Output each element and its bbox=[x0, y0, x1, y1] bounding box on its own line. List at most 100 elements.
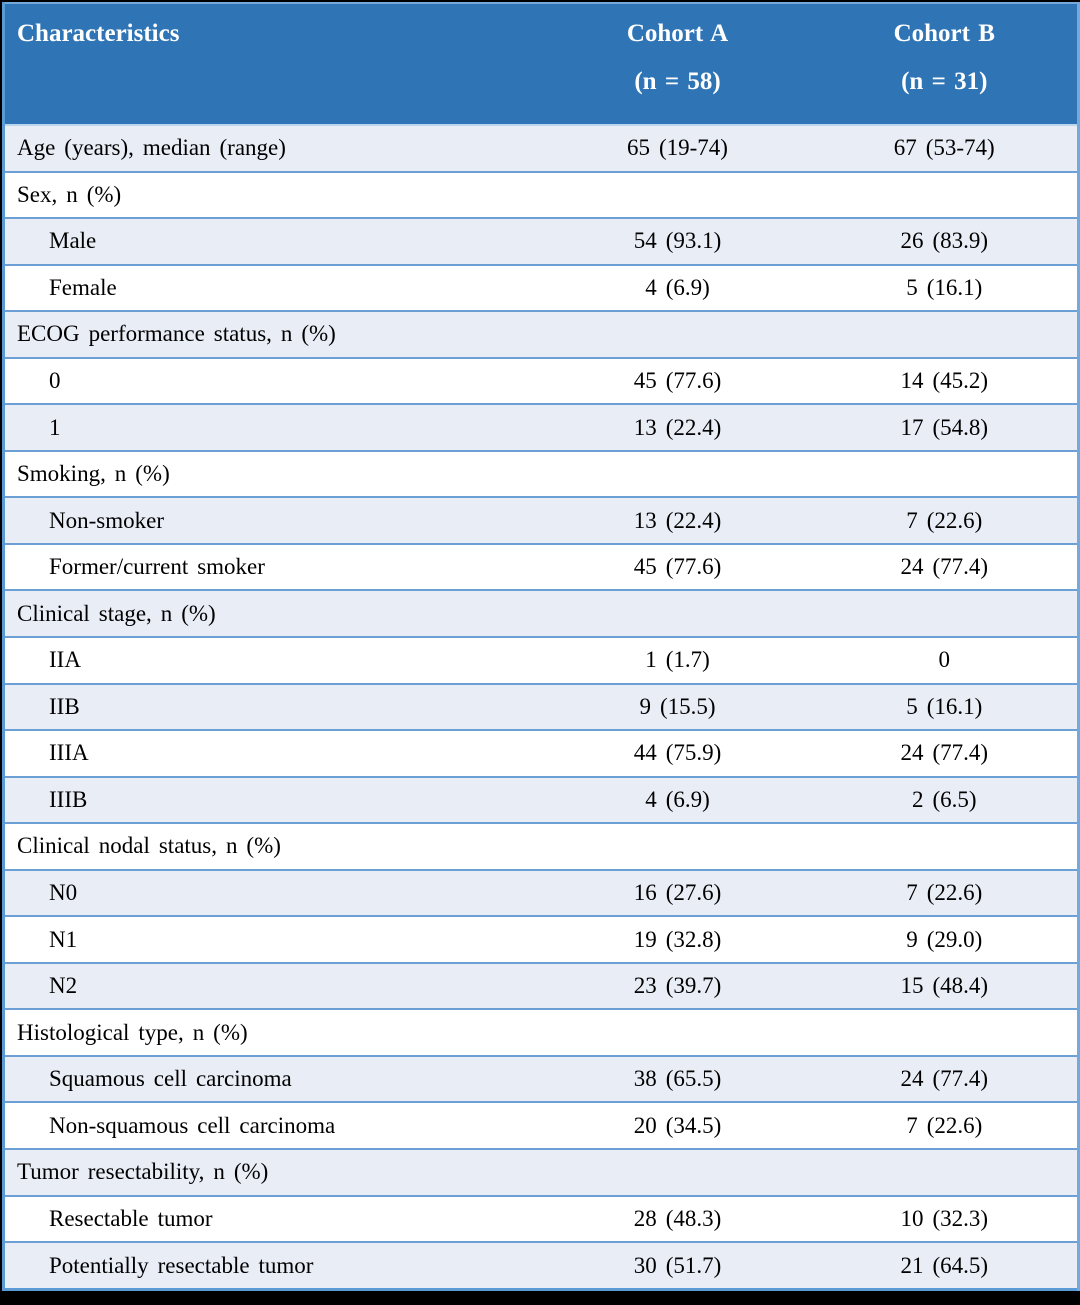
row-label: IIA bbox=[3, 636, 544, 684]
table-row: Former/current smoker 45 (77.6) 24 (77.4) bbox=[3, 542, 1080, 591]
header-characteristics-label: Characteristics bbox=[17, 20, 180, 47]
cohort-b-value: 14 (45.2) bbox=[811, 356, 1080, 405]
cohort-a-value bbox=[543, 310, 812, 358]
cohort-a-value bbox=[543, 589, 812, 638]
table-row: Non-smoker 13 (22.4) 7 (22.6) bbox=[3, 496, 1080, 544]
row-label: Tumor resectability, n (%) bbox=[3, 1148, 544, 1196]
cohort-b-value bbox=[811, 449, 1080, 498]
table-row: N2 23 (39.7) 15 (48.4) bbox=[3, 961, 1080, 1010]
cohort-a-value: 20 (34.5) bbox=[543, 1101, 812, 1150]
table-row: Male 54 (93.1) 26 (83.9) bbox=[3, 217, 1080, 265]
table-row: IIIB 4 (6.9) 2 (6.5) bbox=[3, 775, 1080, 824]
cohort-a-value: 4 (6.9) bbox=[543, 775, 812, 824]
cohort-a-value: 19 (32.8) bbox=[543, 915, 812, 963]
cohort-a-value: 13 (22.4) bbox=[543, 496, 812, 544]
cohort-b-value bbox=[811, 1008, 1080, 1056]
table-body: Age (years), median (range) 65 (19-74) 67 … bbox=[3, 124, 1080, 1290]
table-row: Histological type, n (%) bbox=[3, 1008, 1080, 1056]
row-label: Smoking, n (%) bbox=[3, 449, 544, 498]
cohort-a-value bbox=[543, 449, 812, 498]
cohort-b-value bbox=[811, 310, 1080, 358]
table-row: Non-squamous cell carcinoma 20 (34.5) 7 (2… bbox=[3, 1101, 1080, 1150]
cohort-a-value: 38 (65.5) bbox=[543, 1054, 812, 1103]
cohort-a-value: 65 (19-74) bbox=[543, 124, 812, 172]
cohort-b-value bbox=[811, 1148, 1080, 1196]
cohort-a-value: 13 (22.4) bbox=[543, 403, 812, 451]
row-label: Potentially resectable tumor bbox=[3, 1241, 544, 1290]
table-row: N1 19 (32.8) 9 (29.0) bbox=[3, 915, 1080, 963]
cohort-a-value bbox=[543, 822, 812, 870]
cohort-a-value: 4 (6.9) bbox=[543, 263, 812, 312]
table-row: Smoking, n (%) bbox=[3, 449, 1080, 498]
row-label: Age (years), median (range) bbox=[3, 124, 544, 172]
cohort-a-value bbox=[543, 170, 812, 219]
cohort-a-n: (n = 58) bbox=[634, 68, 721, 95]
row-label: Non-squamous cell carcinoma bbox=[3, 1101, 544, 1150]
table-row: IIIA 44 (75.9) 24 (77.4) bbox=[3, 729, 1080, 777]
cohort-a-value: 28 (48.3) bbox=[543, 1194, 812, 1243]
cohort-a-value: 45 (77.6) bbox=[543, 356, 812, 405]
row-label: Clinical stage, n (%) bbox=[3, 589, 544, 638]
row-label: 1 bbox=[3, 403, 544, 451]
row-label: Male bbox=[3, 217, 544, 265]
cohort-b-name: Cohort B bbox=[893, 20, 995, 47]
cohort-a-value: 16 (27.6) bbox=[543, 868, 812, 917]
table-row: Age (years), median (range) 65 (19-74) 67 … bbox=[3, 124, 1080, 172]
row-label: N1 bbox=[3, 915, 544, 963]
cohort-b-value bbox=[811, 589, 1080, 638]
table-row: IIA 1 (1.7) 0 bbox=[3, 636, 1080, 684]
cohort-b-value: 5 (16.1) bbox=[811, 682, 1080, 731]
table-row: Potentially resectable tumor 30 (51.7) 21 … bbox=[3, 1241, 1080, 1290]
cohort-b-value: 5 (16.1) bbox=[811, 263, 1080, 312]
row-label: 0 bbox=[3, 356, 544, 405]
cohort-b-value: 21 (64.5) bbox=[811, 1241, 1080, 1290]
header-cohort-a: Cohort A (n = 58) bbox=[543, 3, 812, 125]
table-row: 0 45 (77.6) 14 (45.2) bbox=[3, 356, 1080, 405]
cohort-b-value: 7 (22.6) bbox=[811, 868, 1080, 917]
cohort-b-value bbox=[811, 170, 1080, 219]
cohort-a-value bbox=[543, 1148, 812, 1196]
row-label: N0 bbox=[3, 868, 544, 917]
cohort-b-value: 24 (77.4) bbox=[811, 1054, 1080, 1103]
cohort-b-value: 67 (53-74) bbox=[811, 124, 1080, 172]
row-label: Resectable tumor bbox=[3, 1194, 544, 1243]
cohort-b-value: 15 (48.4) bbox=[811, 961, 1080, 1010]
header-characteristics: Characteristics bbox=[3, 3, 544, 125]
cohort-b-value: 2 (6.5) bbox=[811, 775, 1080, 824]
cohort-b-value: 24 (77.4) bbox=[811, 542, 1080, 591]
row-label: Clinical nodal status, n (%) bbox=[3, 822, 544, 870]
table-row: ECOG performance status, n (%) bbox=[3, 310, 1080, 358]
cohort-a-value: 30 (51.7) bbox=[543, 1241, 812, 1290]
cohort-b-value: 7 (22.6) bbox=[811, 496, 1080, 544]
cohort-a-value: 23 (39.7) bbox=[543, 961, 812, 1010]
cohort-b-n: (n = 31) bbox=[901, 68, 988, 95]
cohort-b-value: 9 (29.0) bbox=[811, 915, 1080, 963]
table-row: Clinical nodal status, n (%) bbox=[3, 822, 1080, 870]
table-row: IIB 9 (15.5) 5 (16.1) bbox=[3, 682, 1080, 731]
table-row: Resectable tumor 28 (48.3) 10 (32.3) bbox=[3, 1194, 1080, 1243]
table-row: Squamous cell carcinoma 38 (65.5) 24 (77.4… bbox=[3, 1054, 1080, 1103]
cohort-a-value: 54 (93.1) bbox=[543, 217, 812, 265]
cohort-b-value: 24 (77.4) bbox=[811, 729, 1080, 777]
row-label: IIIA bbox=[3, 729, 544, 777]
cohort-a-value: 1 (1.7) bbox=[543, 636, 812, 684]
cohort-a-name: Cohort A bbox=[626, 20, 729, 47]
table-row: Clinical stage, n (%) bbox=[3, 589, 1080, 638]
cohort-b-value: 7 (22.6) bbox=[811, 1101, 1080, 1150]
table-header: Characteristics Cohort A (n = 58) Cohort… bbox=[3, 3, 1080, 125]
cohort-a-value: 45 (77.6) bbox=[543, 542, 812, 591]
cohort-b-value: 0 bbox=[811, 636, 1080, 684]
row-label: IIB bbox=[3, 682, 544, 731]
row-label: Former/current smoker bbox=[3, 542, 544, 591]
cohort-b-value: 10 (32.3) bbox=[811, 1194, 1080, 1243]
row-label: IIIB bbox=[3, 775, 544, 824]
cohort-b-value: 17 (54.8) bbox=[811, 403, 1080, 451]
header-row: Characteristics Cohort A (n = 58) Cohort… bbox=[3, 3, 1080, 125]
row-label: Sex, n (%) bbox=[3, 170, 544, 219]
table-row: N0 16 (27.6) 7 (22.6) bbox=[3, 868, 1080, 917]
row-label: N2 bbox=[3, 961, 544, 1010]
cohort-a-value: 9 (15.5) bbox=[543, 682, 812, 731]
row-label: ECOG performance status, n (%) bbox=[3, 310, 544, 358]
